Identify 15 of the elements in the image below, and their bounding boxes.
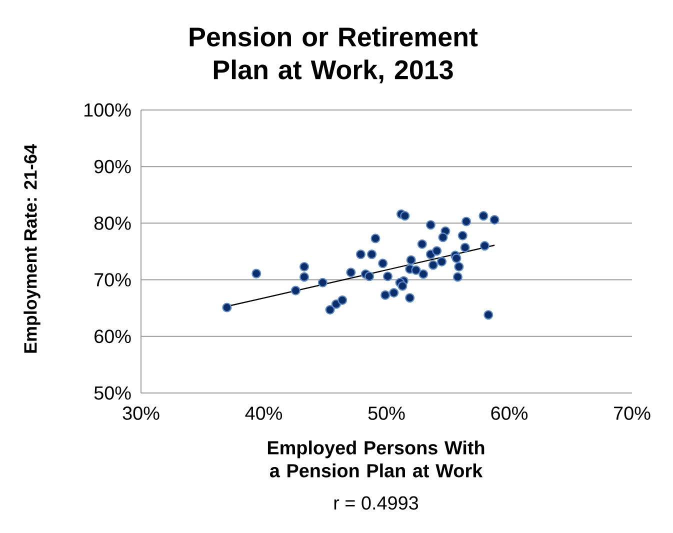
y-tick-label: 70% bbox=[94, 273, 131, 286]
y-tick-label: 100% bbox=[84, 103, 131, 117]
x-tick-label: 70% bbox=[614, 406, 650, 420]
text: r = 0.4993 bbox=[334, 496, 418, 510]
x-tick-label: 30% bbox=[122, 406, 160, 420]
chart-title: Pension or Retirement Plan at Work, 2013 bbox=[190, 26, 478, 84]
y-tick-label: 50% bbox=[94, 386, 131, 400]
y-tick-label: 60% bbox=[94, 330, 131, 344]
x-tick-label: 40% bbox=[245, 406, 282, 420]
x-axis-title: Employed Persons With a Pension Plan at Work bbox=[268, 440, 484, 478]
y-axis-title: Employment Rate: 21-64 bbox=[24, 144, 40, 353]
y-tick-label: 80% bbox=[94, 216, 131, 230]
y-tick-label: 90% bbox=[94, 160, 131, 174]
x-tick-label: 50% bbox=[368, 406, 405, 420]
x-tick-label: 60% bbox=[491, 406, 528, 420]
